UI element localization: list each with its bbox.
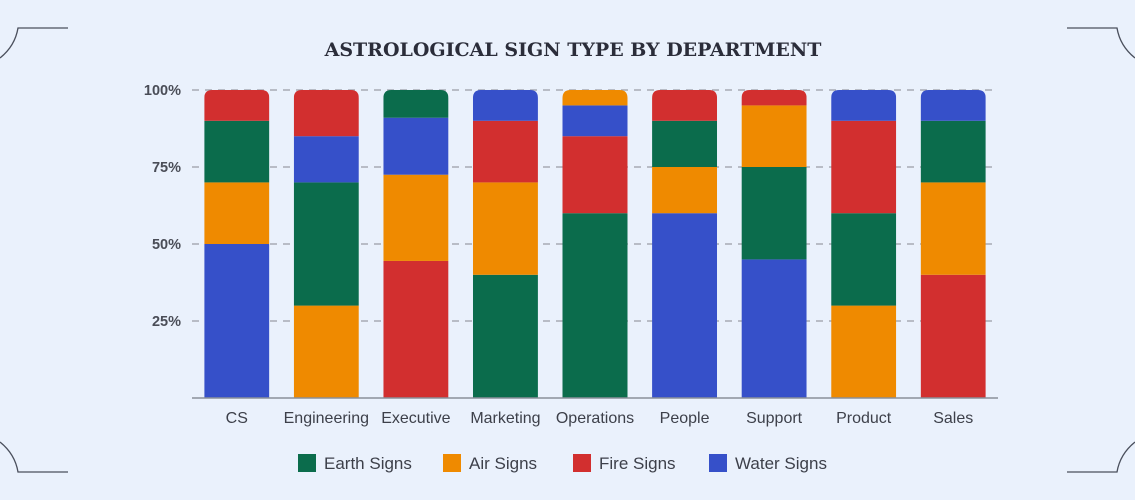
legend-label: Fire Signs [599,454,676,473]
corner-decoration-bottom-left [0,441,68,473]
x-axis-tick-labels: CS Engineering Executive Marketing Operation… [226,410,974,427]
legend-swatch [709,454,727,472]
bar-segment [383,117,449,175]
bar-segment [383,90,449,118]
legend: Earth Signs Air Signs Fire Signs Water Sign… [298,454,827,473]
x-tick-label: Product [836,410,892,427]
bar-segment [920,274,986,398]
bar-segment [831,90,897,121]
bar-segment [652,167,718,214]
bar-segment [741,90,807,106]
bar-stack [652,90,718,398]
bar-segment [472,90,538,121]
legend-swatch [298,454,316,472]
bar-segment [652,213,718,398]
bar-segment [293,182,359,306]
bar-stack [741,90,807,398]
bar-segment [472,274,538,398]
x-tick-label: CS [226,410,248,427]
bar-stack [204,90,270,398]
bar-segment [562,213,628,398]
bar-stack [472,90,538,398]
bar-segment [652,90,718,121]
bar-segment [293,305,359,398]
bar-segment [472,182,538,275]
bar-segment [741,259,807,398]
legend-label: Air Signs [469,454,537,473]
bar-segment [293,136,359,183]
bar-segment [562,136,628,214]
bar-segment [920,90,986,121]
y-tick-label: 25% [152,314,181,330]
corner-decoration-top-left [0,27,68,59]
corner-decoration-bottom-right [1067,441,1135,473]
x-tick-label: Marketing [470,410,540,427]
bar-segment [383,174,449,261]
bar-segment [831,305,897,398]
bar-segment [920,182,986,275]
y-tick-label: 50% [152,237,181,253]
legend-label: Earth Signs [324,454,412,473]
bar-segment [562,90,628,106]
y-tick-label: 75% [152,160,181,176]
x-tick-label: Engineering [284,410,369,427]
x-tick-label: Support [746,410,803,427]
bars [204,90,986,398]
bar-stack [562,90,628,398]
bar-segment [472,120,538,183]
chart-title: ASTROLOGICAL SIGN TYPE BY DEPARTMENT [324,39,822,61]
bar-segment [204,90,270,121]
legend-swatch [573,454,591,472]
corner-decoration-top-right [1067,27,1135,59]
x-tick-label: Operations [556,410,634,427]
bar-stack [831,90,897,398]
bar-segment [293,90,359,137]
x-tick-label: People [660,410,710,427]
bar-segment [741,105,807,167]
x-tick-label: Executive [381,410,450,427]
bar-stack [920,90,986,398]
x-tick-label: Sales [933,410,973,427]
bar-segment [652,120,718,167]
bar-segment [831,213,897,306]
bar-segment [741,167,807,260]
bar-stack [293,90,359,398]
legend-label: Water Signs [735,454,827,473]
bar-segment [383,260,449,398]
bar-segment [831,120,897,214]
bar-segment [204,244,270,398]
bar-segment [920,120,986,183]
legend-swatch [443,454,461,472]
y-tick-label: 100% [144,83,181,99]
y-axis-tick-labels: 25% 50% 75% 100% [144,83,181,330]
bar-segment [204,182,270,244]
bar-segment [204,120,270,183]
bar-segment [562,105,628,137]
bar-stack [383,90,449,398]
